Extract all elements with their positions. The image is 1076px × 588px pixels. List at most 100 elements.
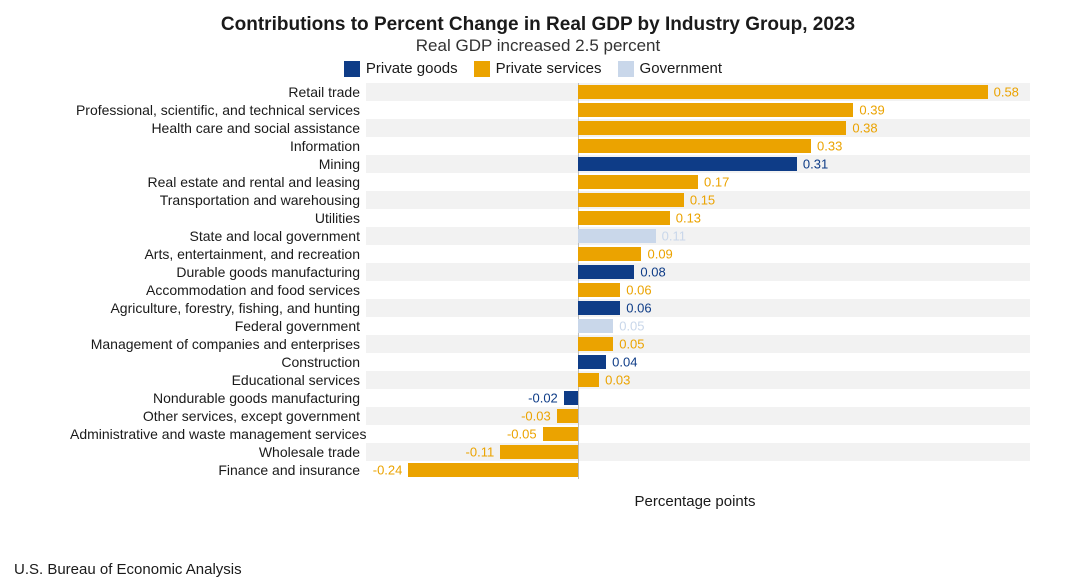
bar: [564, 391, 578, 405]
value-label: 0.15: [690, 193, 715, 208]
bar-row: Retail trade0.58: [70, 83, 1030, 101]
value-label: 0.03: [605, 373, 630, 388]
value-label: 0.05: [619, 337, 644, 352]
bar-row: Construction 0.04: [70, 353, 1030, 371]
category-label: Health care and social assistance: [70, 120, 366, 136]
value-label: 0.08: [640, 265, 665, 280]
plot-area: 0.11: [366, 227, 1030, 245]
category-label: Utilities: [70, 210, 366, 226]
plot-area: 0.31: [366, 155, 1030, 173]
plot-area: 0.17: [366, 173, 1030, 191]
bar: [578, 283, 620, 297]
legend-label-gov: Government: [640, 60, 723, 77]
category-label: Transportation and warehousing: [70, 192, 366, 208]
bar-row: State and local government0.11: [70, 227, 1030, 245]
category-label: Professional, scientific, and technical …: [70, 102, 366, 118]
bar-row: Educational services 0.03: [70, 371, 1030, 389]
bar-row: Utilities 0.13: [70, 209, 1030, 227]
value-label: 0.33: [817, 139, 842, 154]
bar: [578, 265, 635, 279]
value-label: 0.09: [647, 247, 672, 262]
bar: [500, 445, 578, 459]
value-label: 0.05: [619, 319, 644, 334]
category-label: Construction: [70, 354, 366, 370]
bar: [578, 211, 670, 225]
bar-row: Management of companies and enterprises 0…: [70, 335, 1030, 353]
bar-row: Durable goods manufacturing 0.08: [70, 263, 1030, 281]
plot-area: 0.13: [366, 209, 1030, 227]
value-label: 0.04: [612, 355, 637, 370]
source-attribution: U.S. Bureau of Economic Analysis: [14, 561, 242, 578]
category-label: Arts, entertainment, and recreation: [70, 246, 366, 262]
bar-row: Federal government0.05: [70, 317, 1030, 335]
bar: [578, 85, 988, 99]
value-label: 0.06: [626, 283, 651, 298]
value-label: 0.17: [704, 175, 729, 190]
value-label: 0.11: [662, 229, 686, 244]
category-label: Mining: [70, 156, 366, 172]
bar: [578, 301, 620, 315]
plot-area: 0.03: [366, 371, 1030, 389]
value-label: -0.24: [373, 463, 403, 478]
plot-area: -0.03: [366, 407, 1030, 425]
category-label: Administrative and waste management serv…: [70, 426, 366, 442]
value-label: -0.11: [466, 445, 495, 460]
zero-line: [578, 461, 579, 479]
value-label: 0.06: [626, 301, 651, 316]
plot-area: 0.05: [366, 317, 1030, 335]
bar-row: Mining0.31: [70, 155, 1030, 173]
zero-line: [578, 425, 579, 443]
bar: [578, 175, 698, 189]
legend-swatch-goods: [344, 61, 360, 77]
category-label: Other services, except government: [70, 408, 366, 424]
category-label: Management of companies and enterprises: [70, 336, 366, 352]
bar: [578, 319, 613, 333]
bar-row: Agriculture, forestry, fishing, and hunt…: [70, 299, 1030, 317]
category-label: Educational services: [70, 372, 366, 388]
legend-swatch-gov: [618, 61, 634, 77]
plot-area: -0.05: [366, 425, 1030, 443]
zero-line: [578, 443, 579, 461]
category-label: Real estate and rental and leasing: [70, 174, 366, 190]
value-label: 0.38: [852, 121, 877, 136]
plot-area: 0.38: [366, 119, 1030, 137]
bar-row: Nondurable goods manufacturing-0.02: [70, 389, 1030, 407]
bar: [543, 427, 578, 441]
plot-area: 0.06: [366, 281, 1030, 299]
category-label: Agriculture, forestry, fishing, and hunt…: [70, 300, 366, 316]
bar: [578, 193, 684, 207]
bar-row: Other services, except government -0.03: [70, 407, 1030, 425]
plot-area: 0.39: [366, 101, 1030, 119]
plot-area: 0.58: [366, 83, 1030, 101]
value-label: 0.39: [859, 103, 884, 118]
value-label: 0.13: [676, 211, 701, 226]
bar-row: Arts, entertainment, and recreation 0.09: [70, 245, 1030, 263]
chart-subtitle: Real GDP increased 2.5 percent: [0, 36, 1076, 56]
plot-area: 0.33: [366, 137, 1030, 155]
value-label: -0.03: [521, 409, 551, 424]
chart-title: Contributions to Percent Change in Real …: [0, 14, 1076, 36]
bar: [578, 355, 606, 369]
plot-area: -0.24: [366, 461, 1030, 479]
bar-chart: Retail trade0.58Professional, scientific…: [70, 83, 1030, 479]
zero-line: [578, 389, 579, 407]
plot-area: 0.06: [366, 299, 1030, 317]
bar: [578, 373, 599, 387]
bar: [578, 337, 613, 351]
legend-label-services: Private services: [496, 60, 602, 77]
bar-row: Accommodation and food services 0.06: [70, 281, 1030, 299]
plot-area: 0.09: [366, 245, 1030, 263]
value-label: 0.58: [994, 85, 1019, 100]
x-axis-label: Percentage points: [360, 493, 1030, 510]
plot-area: 0.15: [366, 191, 1030, 209]
bar-row: Real estate and rental and leasing 0.17: [70, 173, 1030, 191]
category-label: Durable goods manufacturing: [70, 264, 366, 280]
bar: [557, 409, 578, 423]
value-label: -0.02: [528, 391, 558, 406]
bar: [578, 139, 811, 153]
bar-row: Information0.33: [70, 137, 1030, 155]
bar-row: Transportation and warehousing 0.15: [70, 191, 1030, 209]
bar: [578, 247, 642, 261]
category-label: Accommodation and food services: [70, 282, 366, 298]
category-label: Wholesale trade: [70, 444, 366, 460]
